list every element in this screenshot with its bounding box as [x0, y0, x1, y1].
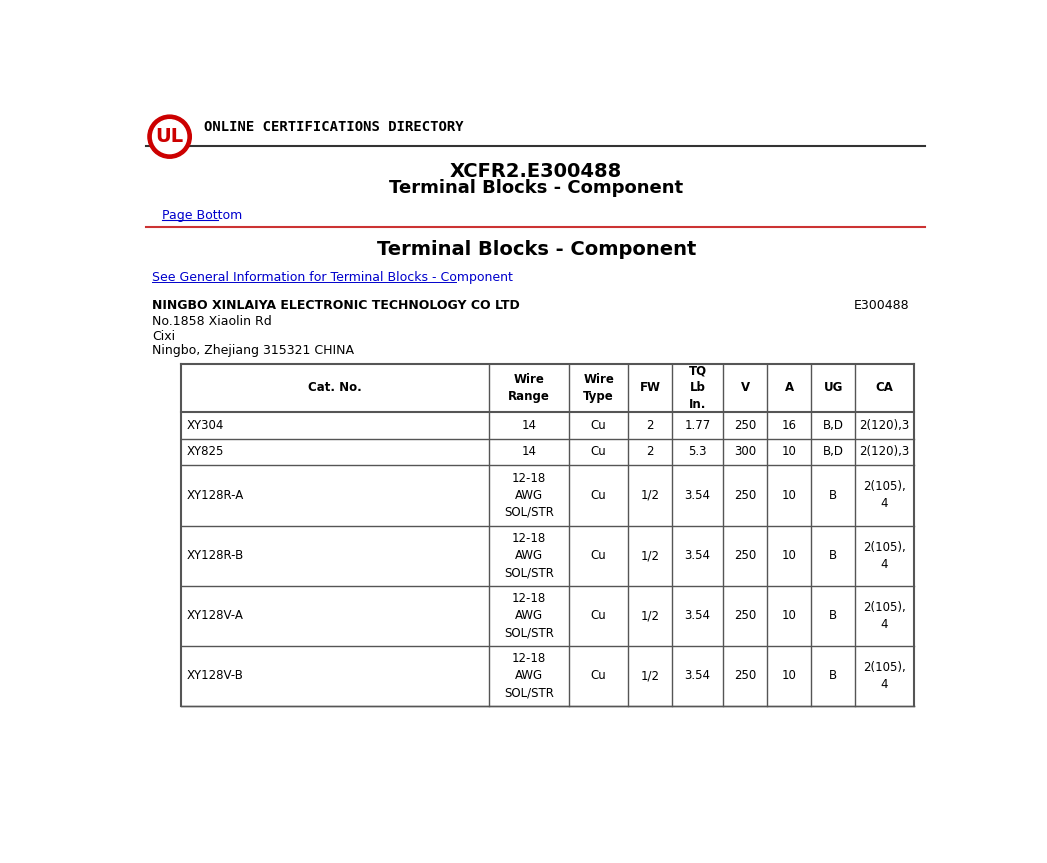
- Text: 1/2: 1/2: [641, 609, 660, 622]
- Text: ONLINE CERTIFICATIONS DIRECTORY: ONLINE CERTIFICATIONS DIRECTORY: [204, 120, 464, 134]
- Text: 1/2: 1/2: [641, 549, 660, 562]
- Text: 14: 14: [521, 445, 537, 458]
- Text: 2(120),3: 2(120),3: [860, 419, 910, 432]
- Text: 12-18
AWG
SOL/STR: 12-18 AWG SOL/STR: [505, 472, 554, 519]
- Text: Cu: Cu: [591, 489, 606, 502]
- Text: 5.3: 5.3: [688, 445, 707, 458]
- Text: Terminal Blocks - Component: Terminal Blocks - Component: [389, 180, 684, 198]
- Circle shape: [153, 120, 186, 154]
- Text: Cu: Cu: [591, 419, 606, 432]
- Text: XY128V-A: XY128V-A: [186, 609, 244, 622]
- Text: 12-18
AWG
SOL/STR: 12-18 AWG SOL/STR: [505, 532, 554, 579]
- Text: Cu: Cu: [591, 549, 606, 562]
- Text: XY825: XY825: [186, 445, 224, 458]
- Text: 1/2: 1/2: [641, 669, 660, 682]
- Text: XY304: XY304: [186, 419, 224, 432]
- Text: 10: 10: [782, 669, 797, 682]
- Text: Cu: Cu: [591, 609, 606, 622]
- Text: 1/2: 1/2: [641, 489, 660, 502]
- Text: 2(105),
4: 2(105), 4: [863, 540, 906, 570]
- Text: 2(120),3: 2(120),3: [860, 445, 910, 458]
- Text: B: B: [829, 669, 838, 682]
- Text: XCFR2.E300488: XCFR2.E300488: [450, 162, 622, 181]
- Text: A: A: [784, 381, 794, 394]
- Text: 10: 10: [782, 609, 797, 622]
- Text: B: B: [829, 489, 838, 502]
- Circle shape: [148, 115, 192, 158]
- Text: B: B: [829, 609, 838, 622]
- Text: FW: FW: [640, 381, 661, 394]
- Text: E300488: E300488: [854, 299, 910, 312]
- Text: TQ
Lb
In.: TQ Lb In.: [689, 364, 707, 411]
- Text: NINGBO XINLAIYA ELECTRONIC TECHNOLOGY CO LTD: NINGBO XINLAIYA ELECTRONIC TECHNOLOGY CO…: [152, 299, 519, 312]
- Text: Terminal Blocks - Component: Terminal Blocks - Component: [377, 241, 696, 260]
- Text: B: B: [829, 549, 838, 562]
- Text: Cu: Cu: [591, 445, 606, 458]
- Text: 16: 16: [782, 419, 797, 432]
- Text: No.1858 Xiaolin Rd: No.1858 Xiaolin Rd: [152, 315, 271, 328]
- Text: B,D: B,D: [823, 419, 844, 432]
- Text: 10: 10: [782, 445, 797, 458]
- Text: 250: 250: [734, 609, 756, 622]
- Text: XY128R-A: XY128R-A: [186, 489, 244, 502]
- Text: Cat. No.: Cat. No.: [308, 381, 362, 394]
- Text: XY128R-B: XY128R-B: [186, 549, 244, 562]
- Text: 3.54: 3.54: [685, 489, 711, 502]
- Text: See General Information for Terminal Blocks - Component: See General Information for Terminal Blo…: [152, 271, 513, 284]
- Text: 1.77: 1.77: [685, 419, 711, 432]
- Text: V: V: [740, 381, 750, 394]
- Text: Wire
Range: Wire Range: [508, 373, 550, 403]
- Text: B,D: B,D: [823, 445, 844, 458]
- Text: 2(105),
4: 2(105), 4: [863, 601, 906, 631]
- Text: 2: 2: [646, 445, 653, 458]
- Text: Page Bottom: Page Bottom: [162, 209, 242, 222]
- Text: Cu: Cu: [591, 669, 606, 682]
- Text: 2: 2: [646, 419, 653, 432]
- Text: UL: UL: [156, 127, 183, 146]
- Text: 250: 250: [734, 489, 756, 502]
- Text: Cixi: Cixi: [152, 330, 175, 343]
- Text: 3.54: 3.54: [685, 549, 711, 562]
- Text: 2(105),
4: 2(105), 4: [863, 481, 906, 511]
- Text: 12-18
AWG
SOL/STR: 12-18 AWG SOL/STR: [505, 652, 554, 699]
- Text: 3.54: 3.54: [685, 609, 711, 622]
- Text: 10: 10: [782, 549, 797, 562]
- Bar: [181, 364, 914, 706]
- Text: Wire
Type: Wire Type: [583, 373, 615, 403]
- Text: 2(105),
4: 2(105), 4: [863, 661, 906, 690]
- Text: 300: 300: [734, 445, 756, 458]
- Text: XY128V-B: XY128V-B: [186, 669, 244, 682]
- Text: CA: CA: [875, 381, 893, 394]
- Text: 250: 250: [734, 669, 756, 682]
- Text: 12-18
AWG
SOL/STR: 12-18 AWG SOL/STR: [505, 592, 554, 639]
- Text: 250: 250: [734, 419, 756, 432]
- Text: 14: 14: [521, 419, 537, 432]
- Text: 10: 10: [782, 489, 797, 502]
- Text: 250: 250: [734, 549, 756, 562]
- Text: Ningbo, Zhejiang 315321 CHINA: Ningbo, Zhejiang 315321 CHINA: [152, 344, 354, 357]
- Text: 3.54: 3.54: [685, 669, 711, 682]
- Text: UG: UG: [823, 381, 843, 394]
